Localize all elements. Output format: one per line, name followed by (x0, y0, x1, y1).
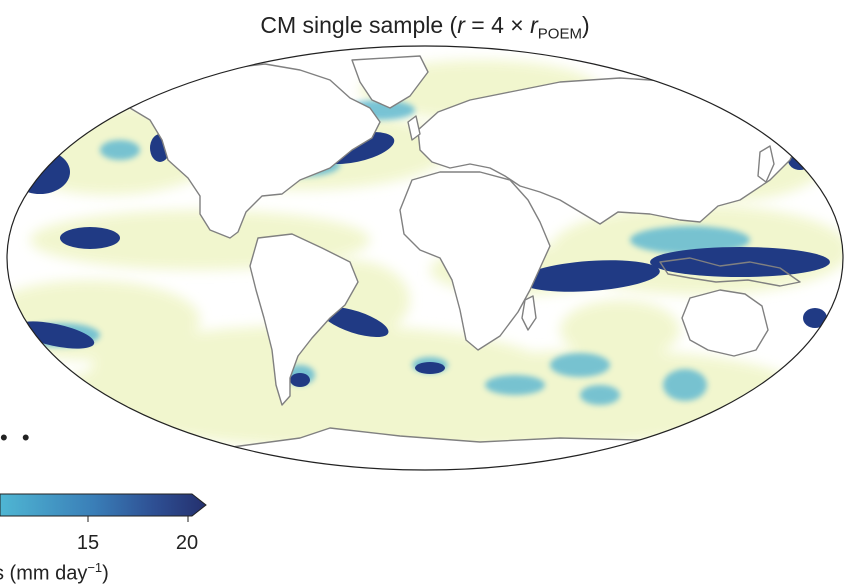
colorbar-tick-label: 20 (175, 532, 199, 554)
panel-overflow-marker: • • (0, 425, 34, 450)
south-america (249, 233, 359, 406)
japan (757, 145, 775, 183)
eurasia (417, 77, 801, 225)
colorbar-label: s (mm day−1) (0, 560, 109, 585)
map-title: CM single sample (r = 4 × rPOEM) (260, 12, 590, 43)
africa (399, 171, 551, 351)
north-america (117, 63, 381, 239)
colorbar (0, 493, 207, 522)
new-zealand (799, 355, 811, 381)
britain (407, 115, 421, 141)
colorbar-tick-label: 15 (76, 532, 100, 554)
maritime-continent (659, 257, 801, 287)
australia (681, 289, 769, 357)
colorbar-bar (0, 493, 207, 517)
madagascar (521, 295, 537, 331)
greenland (351, 55, 429, 109)
globe-outline (6, 45, 844, 471)
